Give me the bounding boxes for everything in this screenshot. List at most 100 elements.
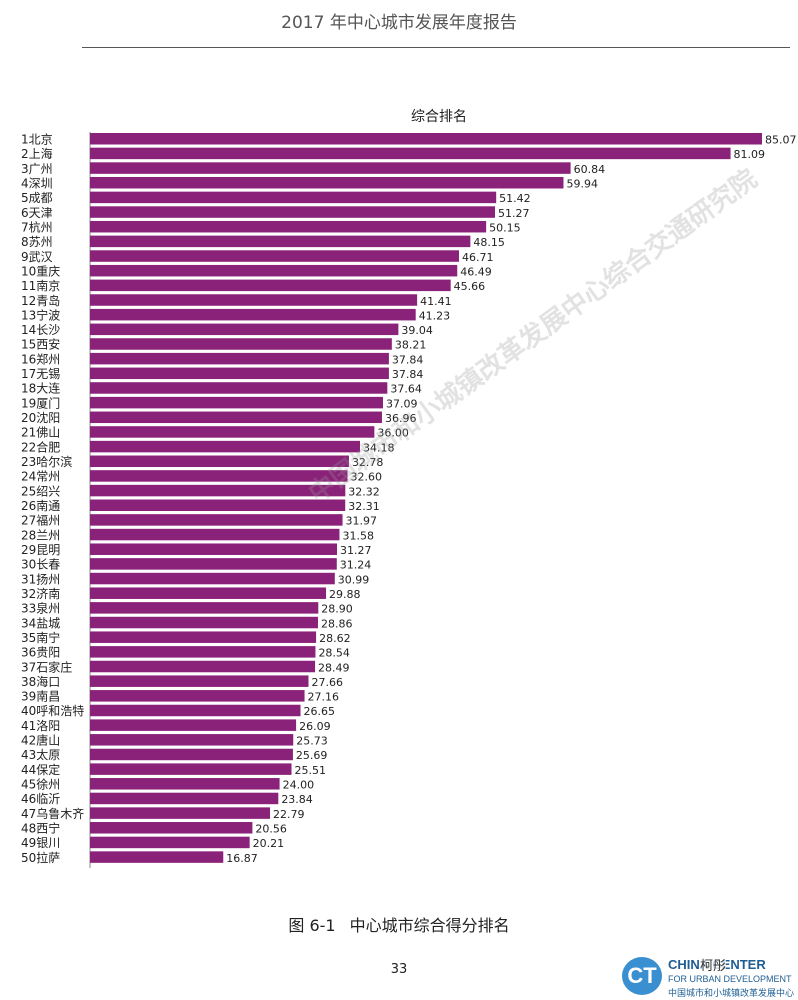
data-label: 28.49	[318, 661, 350, 674]
data-label: 51.27	[498, 207, 530, 220]
bar	[90, 660, 316, 673]
bar	[90, 352, 389, 365]
bar	[90, 235, 471, 248]
category-label: 49银川	[21, 836, 60, 850]
logo-mark: CT	[622, 957, 662, 995]
category-label: 47乌鲁木齐	[21, 806, 84, 821]
bar	[90, 308, 416, 321]
bar	[90, 411, 382, 424]
category-label: 31扬州	[21, 571, 60, 586]
category-label: 42唐山	[21, 733, 60, 748]
bar	[90, 484, 346, 497]
bar	[90, 631, 317, 643]
category-label: 43太原	[21, 747, 60, 762]
bar	[90, 367, 389, 380]
bar	[90, 191, 497, 204]
bar	[90, 763, 292, 775]
category-label: 23哈尔滨	[21, 454, 72, 469]
bar	[90, 616, 318, 629]
category-label: 33泉州	[21, 602, 60, 616]
category-label: 16郑州	[21, 351, 60, 366]
bar	[90, 426, 375, 438]
category-label: 29昆明	[21, 543, 60, 557]
category-label: 48西宁	[21, 821, 60, 836]
data-label: 28.90	[321, 603, 353, 616]
category-label: 36贵阳	[21, 646, 60, 660]
data-label: 27.66	[311, 676, 343, 689]
data-label: 20.56	[255, 823, 287, 836]
bar	[90, 572, 335, 585]
logo-subtitle: FOR URBAN DEVELOPMENT	[668, 974, 792, 984]
bar	[90, 338, 392, 350]
data-label: 25.73	[296, 735, 328, 748]
category-label: 1北京	[21, 133, 53, 147]
logo-text: CHINA CENTER FOR URBAN DEVELOPMENT 中国城市和…	[668, 958, 794, 1000]
bar	[90, 690, 305, 702]
category-label: 10重庆	[21, 264, 60, 278]
bar	[90, 778, 280, 790]
category-label: 37石家庄	[21, 659, 72, 674]
data-label: 39.04	[401, 324, 433, 337]
data-label: 38.21	[395, 339, 427, 352]
data-label: 36.96	[385, 412, 417, 425]
category-label: 8苏州	[21, 235, 53, 249]
bar	[90, 279, 451, 292]
data-label: 41.23	[419, 309, 451, 322]
figure-caption: 图 6-1 中心城市综合得分排名	[0, 912, 798, 936]
category-label: 7杭州	[21, 219, 53, 234]
data-label: 60.84	[574, 163, 606, 176]
bar	[90, 440, 361, 453]
bar	[90, 162, 571, 174]
bar	[90, 646, 316, 658]
data-label: 32.32	[348, 485, 380, 498]
data-label: 46.71	[462, 251, 494, 264]
bar	[90, 822, 253, 834]
bar	[90, 704, 301, 717]
category-label: 24常州	[21, 470, 60, 484]
data-label: 85.07	[765, 134, 797, 147]
category-label: 45徐州	[21, 777, 60, 792]
bar	[90, 543, 338, 555]
category-label: 30长春	[21, 558, 60, 572]
bar	[90, 587, 327, 599]
data-label: 32.31	[348, 500, 380, 513]
category-label: 34盐城	[21, 616, 60, 630]
bar	[90, 455, 349, 468]
data-label: 25.51	[295, 764, 327, 777]
data-label: 28.54	[318, 647, 350, 660]
data-label: 31.27	[340, 544, 372, 557]
category-label: 35南宁	[21, 630, 60, 645]
category-label: 26南通	[21, 498, 60, 513]
header-divider	[82, 47, 790, 48]
bar	[90, 528, 340, 541]
bar	[90, 748, 293, 761]
category-label: 11南京	[21, 278, 60, 293]
bar	[90, 382, 388, 394]
category-label: 39南昌	[21, 689, 60, 704]
data-label: 27.16	[308, 691, 340, 704]
category-label: 4深圳	[21, 176, 53, 190]
data-label: 29.88	[329, 588, 361, 601]
bar	[90, 396, 383, 409]
category-label: 18大连	[21, 381, 60, 396]
category-label: 32济南	[21, 586, 60, 601]
bar	[90, 206, 496, 218]
category-label: 19厦门	[21, 395, 60, 410]
data-label: 46.49	[460, 265, 492, 278]
bar	[90, 133, 762, 145]
data-label: 26.65	[304, 705, 336, 718]
category-label: 2上海	[21, 146, 53, 161]
data-label: 20.21	[253, 837, 285, 850]
bar	[90, 250, 459, 262]
data-label: 24.00	[283, 779, 315, 792]
data-label: 59.94	[566, 177, 598, 190]
data-label: 31.58	[342, 529, 374, 542]
category-label: 41洛阳	[21, 718, 60, 733]
logo-title: CHINA CENTER	[668, 957, 766, 972]
bar	[90, 792, 279, 805]
category-label: 9武汉	[21, 250, 53, 264]
bar	[90, 499, 346, 511]
data-label: 26.09	[299, 720, 331, 733]
bar	[90, 734, 294, 746]
data-label: 32.78	[352, 456, 384, 469]
